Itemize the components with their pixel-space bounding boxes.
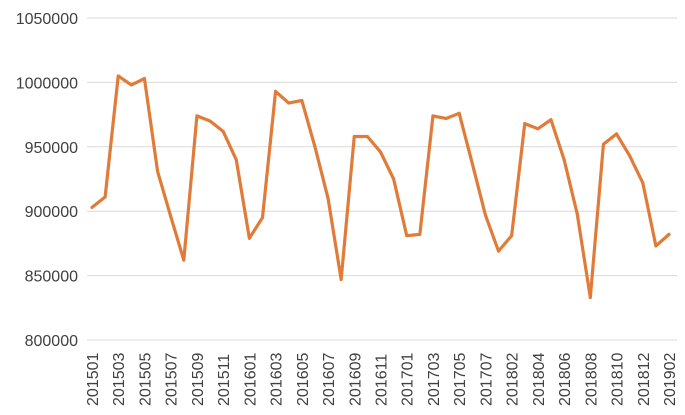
data-point: [195, 114, 199, 118]
y-tick-label: 850000: [25, 269, 78, 286]
data-point: [470, 162, 474, 166]
x-tick-label: 201707: [478, 353, 495, 406]
x-tick-label: 201804: [531, 353, 548, 406]
x-tick-label: 201703: [426, 353, 443, 406]
data-point: [641, 181, 645, 185]
data-point: [156, 169, 160, 173]
y-tick-label: 900000: [25, 204, 78, 221]
x-tick-label: 201503: [111, 353, 128, 406]
data-point: [221, 129, 225, 133]
x-tick-label: 201601: [242, 353, 259, 406]
data-point: [615, 132, 619, 136]
y-tick-label: 800000: [25, 333, 78, 350]
x-tick-label: 201609: [347, 353, 364, 406]
x-tick-label: 201505: [137, 353, 154, 406]
series-group: [90, 74, 671, 300]
x-tick-label: 201603: [269, 353, 286, 406]
x-tick-label: 201507: [164, 353, 181, 406]
data-point: [208, 119, 212, 123]
data-point: [418, 232, 422, 236]
data-point: [300, 98, 304, 102]
data-point: [483, 213, 487, 217]
data-point: [628, 154, 632, 158]
data-point: [667, 232, 671, 236]
data-point: [129, 83, 133, 87]
x-tick-label: 201705: [452, 353, 469, 406]
data-point: [575, 212, 579, 216]
x-tick-label: 201511: [216, 354, 233, 406]
data-point: [549, 118, 553, 122]
x-tick-label: 201902: [662, 353, 679, 406]
data-point: [510, 234, 514, 238]
data-point: [365, 134, 369, 138]
data-point: [588, 295, 592, 299]
x-tick-label: 201810: [610, 353, 627, 406]
x-tick-label: 201802: [505, 353, 522, 406]
data-point: [287, 101, 291, 105]
series-line: [90, 74, 671, 300]
data-point: [431, 114, 435, 118]
gridlines: [87, 17, 677, 341]
data-point: [313, 145, 317, 149]
y-tick-label: 1050000: [16, 11, 78, 28]
data-point: [142, 77, 146, 81]
data-point: [379, 150, 382, 154]
data-point: [116, 74, 120, 78]
data-point: [339, 277, 343, 281]
data-point: [90, 205, 94, 209]
data-point: [405, 234, 409, 238]
data-point: [444, 116, 448, 120]
data-point: [234, 158, 238, 162]
x-tick-label: 201701: [400, 353, 417, 406]
x-tick-label: 201806: [557, 353, 574, 406]
x-tick-label: 201611: [374, 354, 391, 406]
x-tick-label: 201501: [85, 353, 102, 406]
data-point: [274, 89, 278, 93]
y-axis-tick-labels: 800000 850000 900000 950000 1000000 1050000: [16, 11, 78, 350]
x-tick-label: 201607: [321, 353, 338, 406]
data-point: [523, 122, 527, 126]
data-point: [654, 244, 658, 248]
data-point: [497, 249, 501, 253]
data-point: [247, 236, 251, 240]
data-point: [103, 195, 107, 199]
data-point: [260, 216, 264, 220]
y-tick-label: 1000000: [16, 75, 78, 92]
x-tick-label: 201605: [295, 353, 312, 406]
x-tick-label: 201808: [583, 353, 600, 406]
data-point: [601, 142, 605, 146]
data-point: [562, 158, 566, 162]
x-axis-tick-labels: 201501 201503 201505 201507 201509 201511 2016…: [85, 353, 679, 406]
data-point: [457, 111, 461, 115]
data-point: [536, 127, 540, 131]
x-tick-label: 201509: [190, 353, 207, 406]
data-point: [352, 134, 356, 138]
data-point: [392, 177, 396, 181]
y-tick-label: 950000: [25, 140, 78, 157]
data-point: [169, 214, 173, 218]
x-tick-label: 201812: [636, 353, 653, 406]
data-point: [326, 196, 330, 200]
data-point: [182, 258, 186, 262]
